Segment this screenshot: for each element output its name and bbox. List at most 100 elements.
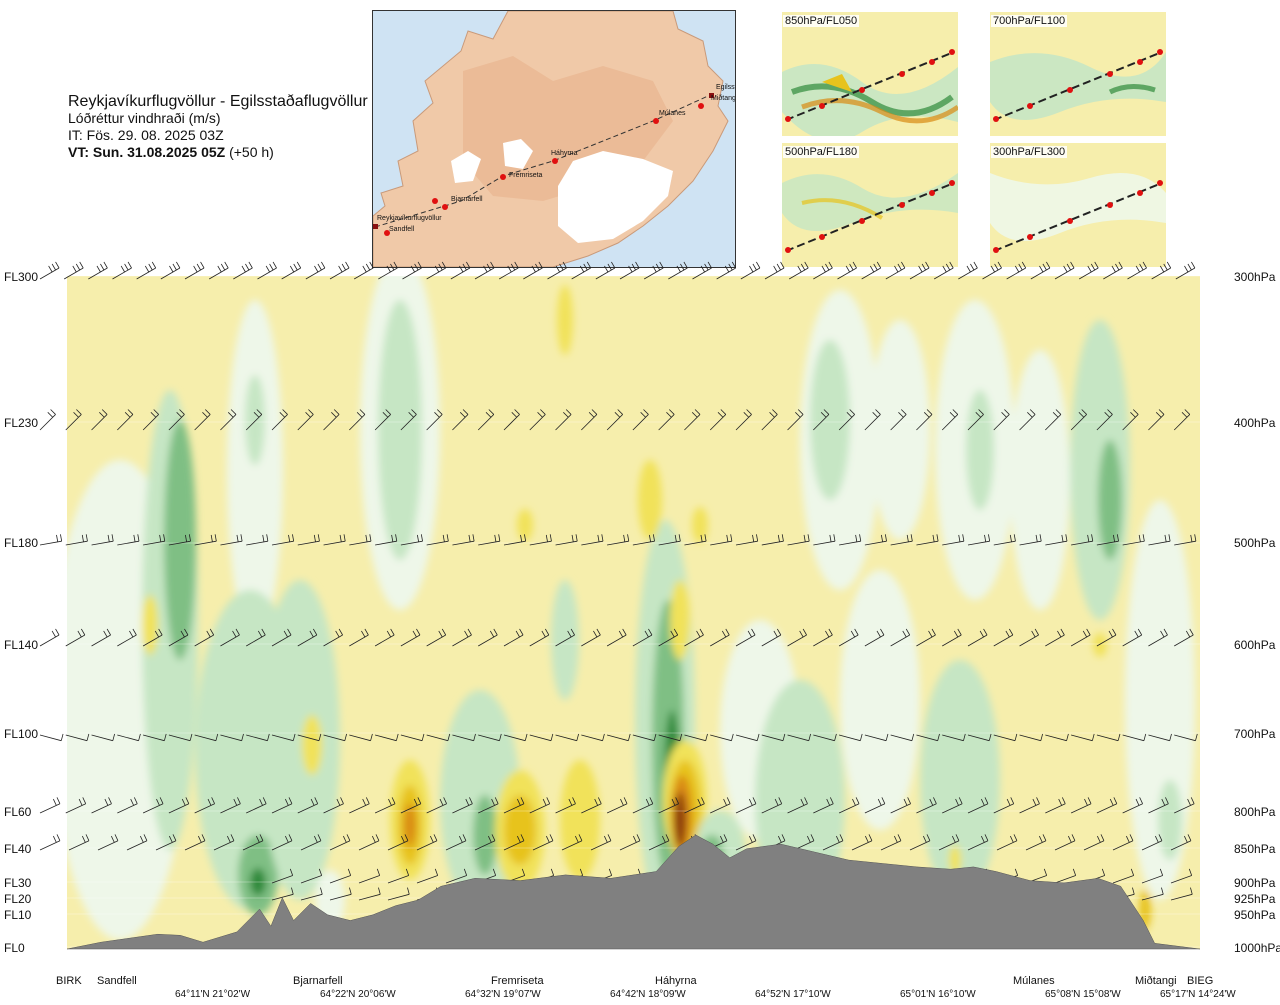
barb-staff [967, 414, 984, 431]
wind-barb [684, 534, 707, 546]
wind-barb [387, 887, 410, 901]
barb-staff [1122, 734, 1145, 742]
barb-staff [838, 803, 860, 814]
barb-staff [281, 267, 301, 280]
barb-feather [691, 412, 698, 418]
wind-barb [426, 261, 447, 280]
barb-staff [967, 840, 989, 851]
barb-staff [1122, 414, 1139, 431]
route-points [384, 103, 704, 236]
wind-barb [220, 797, 241, 814]
wind-barb [375, 733, 399, 742]
barb-feather [176, 261, 181, 269]
x-coordinate-label: 64°42'N 18°09'W [610, 989, 686, 1000]
barb-feather [756, 733, 760, 741]
barb-staff [400, 734, 423, 742]
wind-barb [452, 534, 475, 546]
barb-feather [627, 534, 630, 542]
wind-barb [735, 409, 752, 431]
barb-staff [909, 267, 930, 280]
barb-feather [1183, 835, 1188, 843]
barb-feather [632, 835, 637, 843]
wind-barb [220, 409, 237, 431]
barb-staff [168, 540, 191, 546]
barb-staff [91, 414, 108, 431]
barb-feather [114, 834, 119, 841]
barb-feather [579, 868, 584, 876]
barb-staff [168, 734, 191, 742]
wind-barb [426, 628, 447, 647]
wind-barb [374, 628, 395, 647]
barb-feather [644, 630, 649, 638]
wind-barb [91, 628, 111, 647]
barb-feather [365, 263, 371, 271]
wind-barb [658, 534, 681, 546]
right-axis-label: 800hPa [1234, 805, 1276, 819]
wind-barb [1045, 797, 1066, 814]
wind-barb [213, 834, 235, 851]
barb-feather [1065, 534, 1068, 542]
barb-feather [390, 628, 395, 636]
barb-feather [85, 834, 90, 841]
barb-feather [699, 628, 704, 636]
barb-staff [1078, 267, 1099, 280]
barb-staff [503, 803, 525, 814]
barb-feather [56, 834, 61, 841]
x-coordinate-label: 64°22'N 20°06'W [320, 989, 396, 1000]
wind-barb [1173, 409, 1191, 431]
barb-feather [1107, 409, 1113, 415]
barb-feather [1066, 733, 1069, 741]
barb-feather [661, 835, 666, 843]
wind-barb [523, 261, 543, 280]
barb-feather [521, 868, 526, 876]
wind-barb [764, 261, 785, 280]
right-axis-label: 1000hPa [1234, 941, 1280, 955]
x-waypoint-label: Miðtangi [1135, 975, 1177, 987]
barb-feather [196, 263, 201, 271]
barb-feather [990, 265, 995, 273]
wind-barb [416, 834, 438, 851]
wind-barb [400, 409, 417, 431]
barb-staff [1071, 540, 1093, 546]
barb-staff [607, 540, 629, 546]
barb-staff [450, 267, 471, 280]
barb-feather [846, 412, 853, 418]
barb-feather [549, 834, 554, 841]
barb-staff [1103, 267, 1123, 280]
barb-feather [487, 835, 492, 843]
wind-barb [658, 797, 679, 814]
x-waypoint-label: BIEG [1187, 975, 1214, 987]
barb-staff [329, 893, 352, 901]
barb-feather [79, 261, 84, 269]
wind-barb [91, 797, 112, 814]
barb-staff [39, 267, 60, 280]
barb-feather [202, 412, 208, 418]
barb-feather [163, 733, 167, 741]
barb-staff [374, 414, 391, 431]
barb-feather [873, 263, 878, 271]
barb-staff [658, 414, 675, 431]
barb-staff [142, 803, 164, 814]
barb-feather [628, 265, 633, 273]
barb-feather [1125, 835, 1130, 843]
barb-feather [494, 797, 499, 804]
wind-barb [1174, 733, 1198, 742]
barb-feather [241, 733, 244, 741]
barb-feather [671, 798, 676, 806]
wind-barb [942, 534, 965, 546]
wind-barb [297, 628, 318, 647]
barb-staff [761, 414, 778, 431]
wind-barb [1174, 534, 1197, 546]
barb-staff [65, 734, 88, 742]
barb-feather [1166, 261, 1172, 269]
barb-feather [417, 534, 420, 542]
wind-barb [692, 261, 712, 280]
barb-feather [673, 628, 679, 636]
right-axis-label: 700hPa [1234, 727, 1276, 741]
barb-staff [143, 734, 165, 742]
barb-staff [864, 540, 887, 546]
barb-feather [1159, 868, 1164, 876]
barb-staff [1122, 803, 1143, 814]
wind-barb [400, 733, 425, 742]
barb-feather [872, 412, 878, 418]
